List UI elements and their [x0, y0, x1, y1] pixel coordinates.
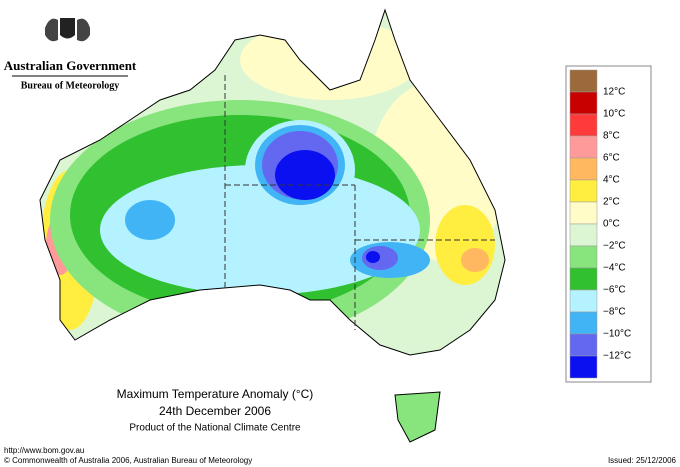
legend-label: −10°C [603, 329, 631, 340]
legend-label: −12°C [603, 351, 631, 362]
legend-swatch [569, 355, 598, 379]
legend-swatch [569, 245, 598, 269]
bureau-name: Bureau of Meteorology [21, 80, 120, 91]
agency-name: Australian Government [4, 58, 137, 73]
state-borders [224, 75, 495, 330]
tasmania [394, 391, 441, 443]
legend-label: −8°C [603, 307, 626, 318]
map-title: Maximum Temperature Anomaly (°C) [117, 387, 314, 401]
legend-swatch [569, 289, 598, 313]
legend-label: 0°C [603, 219, 620, 230]
legend-swatch [569, 179, 598, 203]
legend-label: 6°C [603, 153, 620, 164]
legend-swatch [569, 311, 598, 335]
legend-swatch [569, 91, 598, 115]
anomaly-map [40, 10, 505, 355]
legend-swatch [569, 333, 598, 357]
legend-label: 12°C [603, 87, 625, 98]
footer-issued: Issued: 25/12/2006 [608, 456, 677, 465]
legend-label: −4°C [603, 263, 626, 274]
legend: 12°C 10°C 8°C 6°C 4°C 2°C 0°C −2°C −4°C −6°C −8°C −… [565, 65, 652, 383]
legend-label: −2°C [603, 241, 626, 252]
legend-label: 2°C [603, 197, 620, 208]
map-date: 24th December 2006 [159, 404, 271, 418]
footer-copyright: © Commonwealth of Australia 2006, Austra… [4, 456, 252, 465]
crest [45, 18, 90, 42]
legend-swatch [569, 157, 598, 181]
legend-swatch [569, 267, 598, 291]
legend-swatch [569, 201, 598, 225]
legend-label: 10°C [603, 109, 625, 120]
legend-swatch [569, 135, 598, 159]
legend-swatch [569, 69, 598, 93]
legend-label: 8°C [603, 131, 620, 142]
legend-frame [565, 65, 652, 383]
legend-swatch [569, 113, 598, 137]
legend-label: −6°C [603, 285, 626, 296]
footer-url: http://www.bom.gov.au [4, 446, 84, 455]
coastline [39, 8, 506, 356]
legend-swatch [569, 223, 598, 247]
legend-label: 4°C [603, 175, 620, 186]
map-source: Product of the National Climate Centre [129, 423, 301, 434]
